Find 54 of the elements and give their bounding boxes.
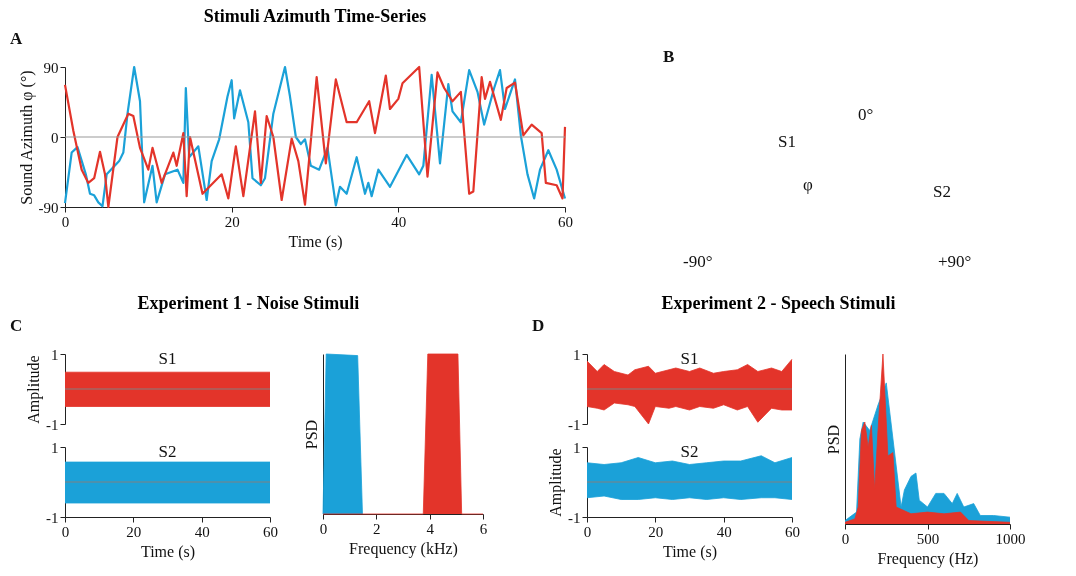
x-axis-title: Frequency (Hz) [877, 549, 979, 568]
y-tick-label: 90 [43, 59, 59, 76]
y-tick-label: 1 [573, 346, 581, 363]
chart-title: Experiment 1 - Noise Stimuli [137, 293, 360, 313]
x-tick-label: 20 [648, 523, 664, 540]
text: A [10, 29, 23, 48]
series-label: S2 [680, 442, 699, 461]
x-tick-label: 20 [224, 213, 240, 230]
y-tick-label: -1 [46, 509, 59, 526]
text: S1 [778, 132, 796, 151]
y-axis-title: Amplitude [25, 355, 43, 424]
text: B [663, 47, 675, 66]
x-tick-label: 0 [319, 520, 328, 537]
x-tick-label: 0 [841, 530, 850, 547]
x-tick-label: 500 [916, 530, 940, 547]
x-tick-label: 6 [479, 520, 488, 537]
x-tick-label: 40 [716, 523, 732, 540]
y-tick-label: -1 [46, 416, 59, 433]
x-tick-label: 60 [263, 523, 278, 540]
x-tick-label: 40 [391, 213, 407, 230]
y-axis-title: Sound Azimuth φ (°) [17, 70, 36, 205]
y-tick-label: 1 [573, 439, 581, 456]
y-tick-label: 1 [51, 439, 59, 456]
x-tick-label: 60 [785, 523, 800, 540]
x-tick-label: 40 [194, 523, 210, 540]
chart-title: Experiment 2 - Speech Stimuli [661, 293, 896, 313]
y-tick-label: 1 [51, 346, 59, 363]
x-axis-title: Time (s) [140, 542, 196, 561]
x-axis-title: Frequency (kHz) [349, 539, 458, 558]
x-tick-label: 60 [558, 213, 573, 230]
y-tick-label: 0 [51, 129, 59, 146]
y-axis-title: PSD [302, 419, 320, 450]
series-label: S1 [680, 349, 699, 368]
text: 0° [858, 105, 874, 124]
x-tick-label: 2 [373, 520, 381, 537]
series-label: S2 [158, 442, 177, 461]
chart-title: Stimuli Azimuth Time-Series [203, 6, 427, 26]
text: φ [803, 175, 813, 194]
y-axis-title: PSD [824, 424, 842, 455]
series-label: S1 [158, 349, 177, 368]
text: C [10, 316, 23, 335]
text: D [532, 316, 545, 335]
y-tick-label: -90 [38, 199, 59, 216]
y-tick-label: -1 [568, 416, 581, 433]
x-axis-title: Time (s) [288, 232, 343, 251]
text: S2 [933, 182, 951, 201]
y-tick-label: -1 [568, 509, 581, 526]
x-tick-label: 1000 [995, 530, 1026, 547]
y-axis-title: Amplitude [547, 448, 565, 517]
x-tick-label: 4 [426, 520, 435, 537]
x-axis-title: Time (s) [662, 542, 718, 561]
text: +90° [938, 252, 972, 271]
text: -90° [683, 252, 713, 271]
x-tick-label: 20 [126, 523, 142, 540]
